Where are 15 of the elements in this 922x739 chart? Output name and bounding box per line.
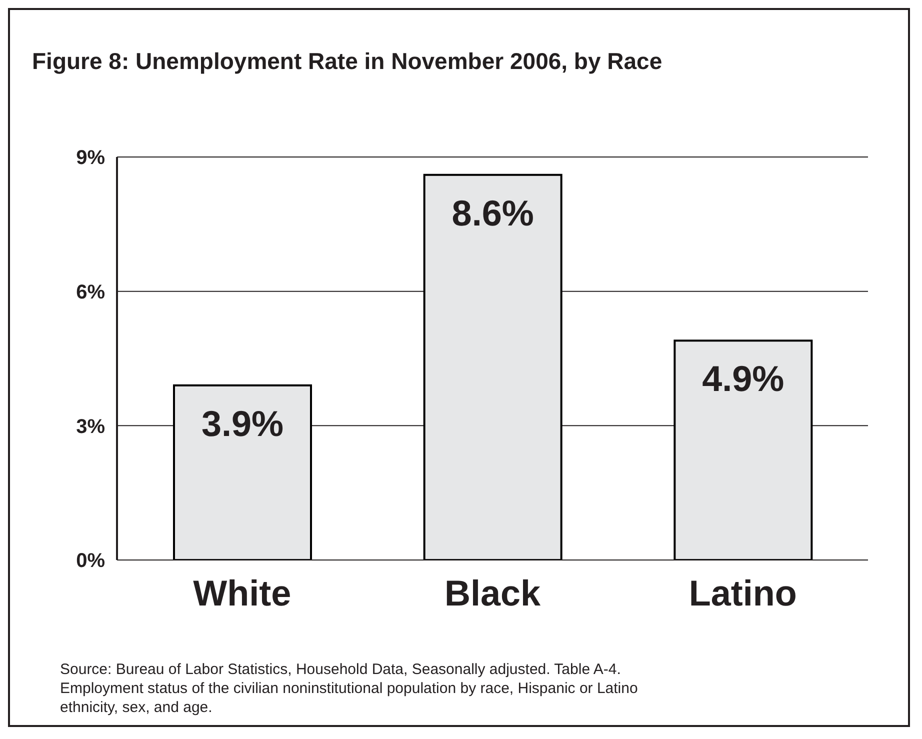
x-tick-label: Black xyxy=(444,572,542,614)
chart-title: Figure 8: Unemployment Rate in November 2006, by Race xyxy=(32,48,662,75)
bar xyxy=(173,384,312,560)
x-tick-label: Latino xyxy=(688,572,797,614)
bar xyxy=(674,340,813,560)
y-tick-label: 3% xyxy=(76,416,106,438)
data-label: 4.9% xyxy=(702,358,784,399)
y-tick-label: 6% xyxy=(76,281,106,304)
bar xyxy=(423,174,562,560)
y-tick-label: 9% xyxy=(76,147,106,170)
source-note: Source: Bureau of Labor Statistics, Household Data, Seasonally adjusted. Table A-4. Employment status of the civilian noninstitutional population by race, Hispanic or Latino ethnicity, sex, and age. xyxy=(60,660,639,717)
data-label: 3.9% xyxy=(201,402,284,444)
y-tick-label: 0% xyxy=(76,550,106,572)
data-label: 8.6% xyxy=(452,192,534,234)
x-tick-label: White xyxy=(193,572,292,614)
